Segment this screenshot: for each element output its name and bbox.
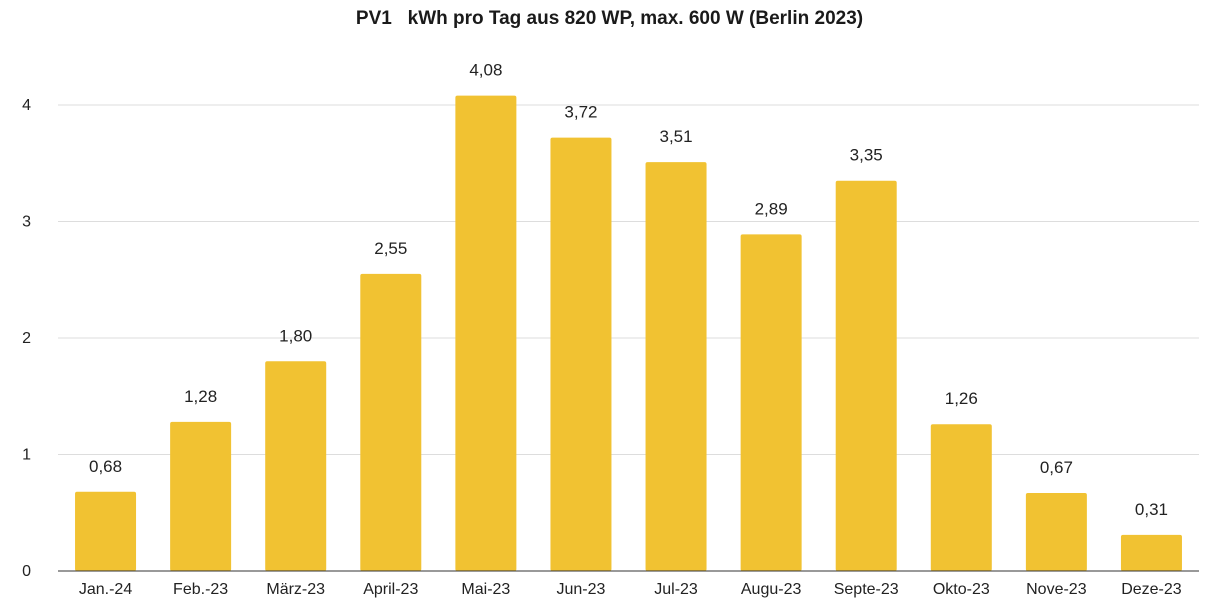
- x-tick-label: Feb.-23: [173, 581, 228, 598]
- bar: [740, 234, 802, 571]
- x-tick-label: Mai-23: [461, 581, 510, 598]
- data-label: 0,67: [1040, 458, 1073, 477]
- data-label: 0,68: [89, 457, 122, 476]
- x-tick-label: Deze-23: [1121, 581, 1182, 598]
- y-tick-label: 0: [22, 563, 31, 580]
- x-tick-label: Jun-23: [556, 581, 605, 598]
- y-tick-label: 4: [22, 97, 31, 114]
- data-labels: 0,68 1,28 1,80 2,55 4,08 3,72 3,51 2,89 3,35 1,26…: [89, 61, 1168, 519]
- bar: [360, 273, 422, 571]
- bar: [75, 491, 137, 571]
- x-tick-label: Okto-23: [933, 581, 990, 598]
- y-tick-label: 1: [22, 447, 31, 464]
- data-label: 2,89: [755, 199, 788, 218]
- data-label: 4,08: [469, 61, 502, 80]
- bar: [265, 361, 327, 571]
- data-label: 1,80: [279, 326, 312, 345]
- data-label: 3,51: [659, 127, 692, 146]
- data-label: 2,55: [374, 239, 407, 258]
- x-tick-label: Jan.-24: [79, 581, 132, 598]
- x-tick-label: Augu-23: [741, 581, 802, 598]
- chart-title: PV1 kWh pro Tag aus 820 WP, max. 600 W (…: [355, 8, 864, 29]
- bar: [170, 421, 232, 571]
- bar: [930, 424, 992, 571]
- data-label: 0,31: [1135, 500, 1168, 519]
- data-label: 3,35: [850, 146, 883, 165]
- bar: [645, 162, 707, 571]
- y-tick-label: 3: [22, 214, 31, 231]
- bar: [455, 95, 517, 572]
- y-axis-ticks: 0 1 2 3 4: [22, 97, 31, 580]
- data-label: 1,28: [184, 387, 217, 406]
- x-tick-label: April-23: [363, 581, 418, 598]
- bar: [835, 180, 897, 571]
- bar: [550, 137, 612, 571]
- data-label: 3,72: [564, 103, 597, 122]
- x-tick-label: Nove-23: [1026, 581, 1087, 598]
- y-tick-label: 2: [22, 330, 31, 347]
- bar: [1025, 492, 1087, 571]
- bars: [75, 95, 1182, 572]
- x-tick-label: Jul-23: [654, 581, 698, 598]
- bar: [1120, 534, 1182, 571]
- x-tick-label: Septe-23: [834, 581, 899, 598]
- x-tick-label: März-23: [266, 581, 325, 598]
- x-axis-ticks: Jan.-24 Feb.-23 März-23 April-23 Mai-23 Jun-2…: [79, 581, 1182, 598]
- gridlines: [58, 104, 1199, 455]
- data-label: 1,26: [945, 389, 978, 408]
